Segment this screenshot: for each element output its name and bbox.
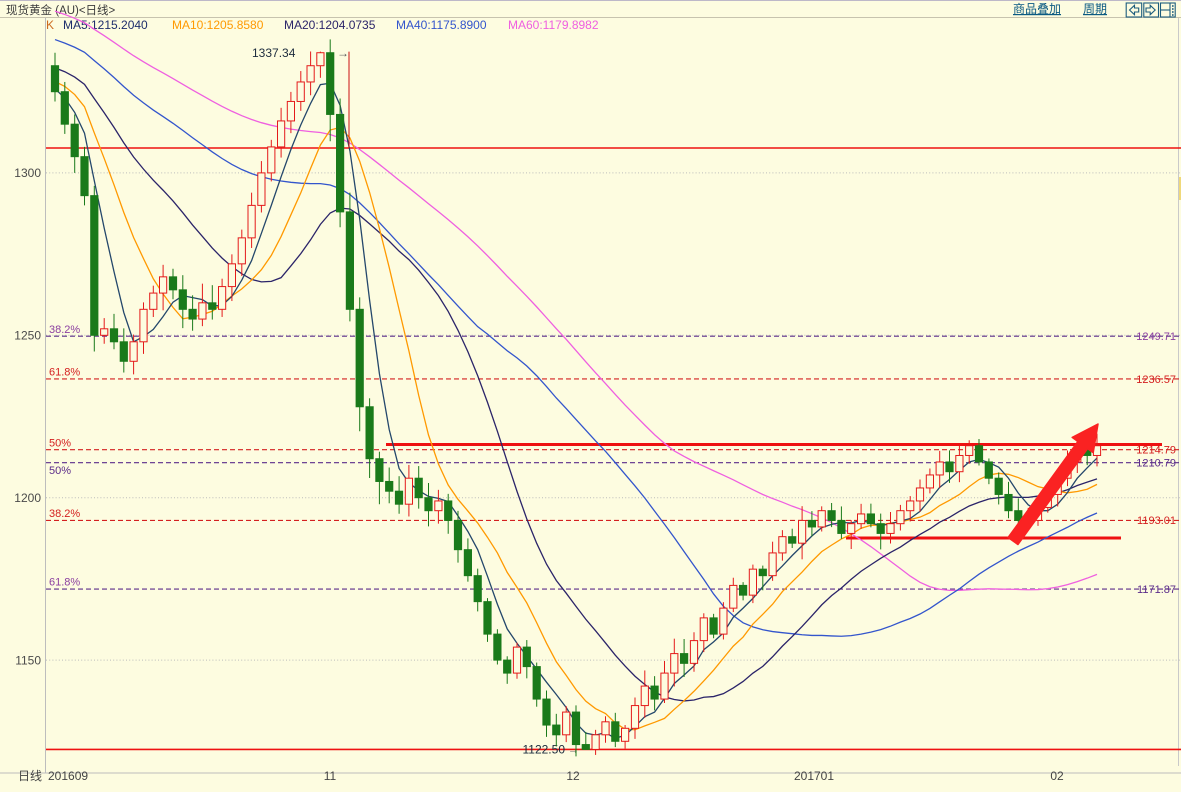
svg-text:50%: 50% xyxy=(49,465,71,477)
svg-text:1193.01: 1193.01 xyxy=(1137,515,1176,527)
svg-text:MA5:1215.2040: MA5:1215.2040 xyxy=(63,18,148,32)
svg-text:201701: 201701 xyxy=(794,769,834,783)
svg-text:1236.57: 1236.57 xyxy=(1136,374,1176,386)
svg-text:61.8%: 61.8% xyxy=(49,367,80,379)
svg-text:日线: 日线 xyxy=(18,769,42,783)
svg-text:MA20:1204.0735: MA20:1204.0735 xyxy=(284,18,376,32)
svg-text:12: 12 xyxy=(566,769,580,783)
svg-text:1214.79: 1214.79 xyxy=(1136,445,1176,457)
svg-text:1250: 1250 xyxy=(14,329,41,343)
svg-text:周期: 周期 xyxy=(1083,2,1107,16)
svg-text:MA60:1179.8982: MA60:1179.8982 xyxy=(508,18,599,32)
svg-text:1122.50: 1122.50 xyxy=(523,743,566,757)
svg-text:11: 11 xyxy=(324,769,337,783)
svg-text:38.2%: 38.2% xyxy=(49,508,80,520)
svg-text:201609: 201609 xyxy=(48,769,88,783)
svg-text:1200: 1200 xyxy=(14,491,41,505)
svg-text:50%: 50% xyxy=(49,438,71,450)
svg-text:1210.79: 1210.79 xyxy=(1136,458,1176,470)
svg-text:→: → xyxy=(337,46,349,60)
svg-text:K: K xyxy=(46,18,54,32)
svg-text:02: 02 xyxy=(1050,769,1064,783)
svg-text:→: → xyxy=(568,745,579,757)
svg-text:61.8%: 61.8% xyxy=(49,577,80,589)
svg-text:MA10:1205.8580: MA10:1205.8580 xyxy=(172,18,264,32)
svg-text:1337.34: 1337.34 xyxy=(252,46,296,60)
svg-text:1249.71: 1249.71 xyxy=(1136,331,1176,343)
svg-text:1171.87: 1171.87 xyxy=(1137,584,1176,596)
svg-text:1300: 1300 xyxy=(14,166,41,180)
svg-text:38.2%: 38.2% xyxy=(49,324,80,336)
svg-text:1150: 1150 xyxy=(15,654,41,668)
svg-text:商品叠加: 商品叠加 xyxy=(1013,1,1061,16)
svg-text:MA40:1175.8900: MA40:1175.8900 xyxy=(396,18,487,32)
